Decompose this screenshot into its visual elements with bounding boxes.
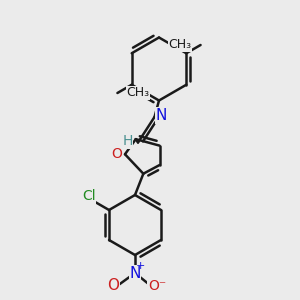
Text: O⁻: O⁻ — [148, 279, 166, 292]
Text: H: H — [122, 134, 133, 148]
Text: CH₃: CH₃ — [168, 38, 192, 52]
Text: CH₃: CH₃ — [126, 86, 150, 100]
Text: N: N — [129, 266, 141, 280]
Text: +: + — [136, 261, 145, 272]
Text: O: O — [111, 147, 122, 161]
Text: N: N — [155, 108, 167, 123]
Text: Cl: Cl — [82, 190, 96, 203]
Text: O: O — [107, 278, 119, 293]
